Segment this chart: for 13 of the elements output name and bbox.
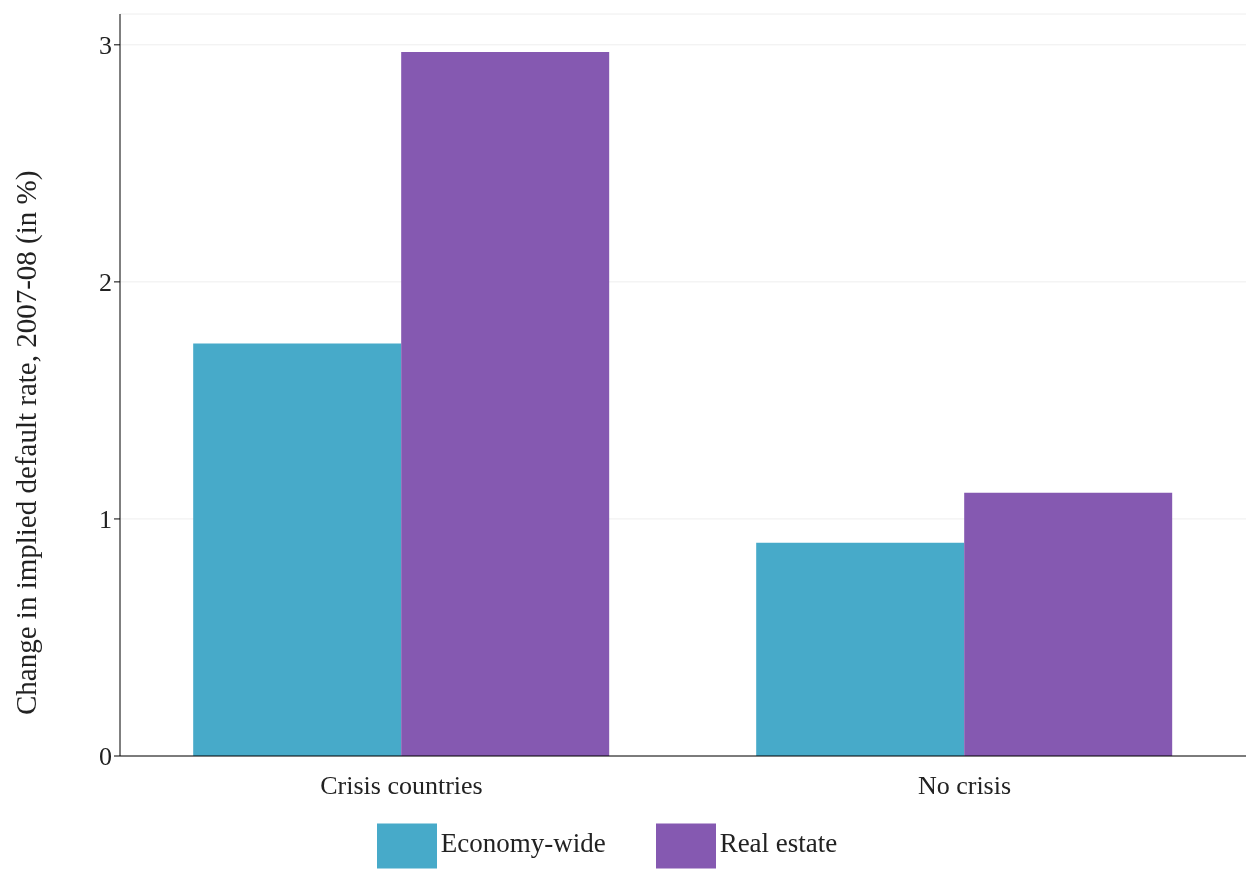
y-tick-label: 0 xyxy=(99,742,112,772)
x-tick-label: Crisis countries xyxy=(320,771,483,801)
x-tick-label: No crisis xyxy=(917,771,1012,801)
y-tick-label: 1 xyxy=(99,505,112,535)
bar xyxy=(756,542,965,756)
bar xyxy=(193,343,402,756)
bar xyxy=(964,492,1173,756)
legend-label: Real estate xyxy=(719,828,838,859)
y-tick-label: 3 xyxy=(99,31,112,61)
y-axis-title: Change in implied default rate, 2007-08 (in %) xyxy=(10,170,44,715)
legend-label: Economy-wide xyxy=(440,828,606,859)
bar xyxy=(401,51,610,756)
y-tick-label: 2 xyxy=(99,268,112,298)
